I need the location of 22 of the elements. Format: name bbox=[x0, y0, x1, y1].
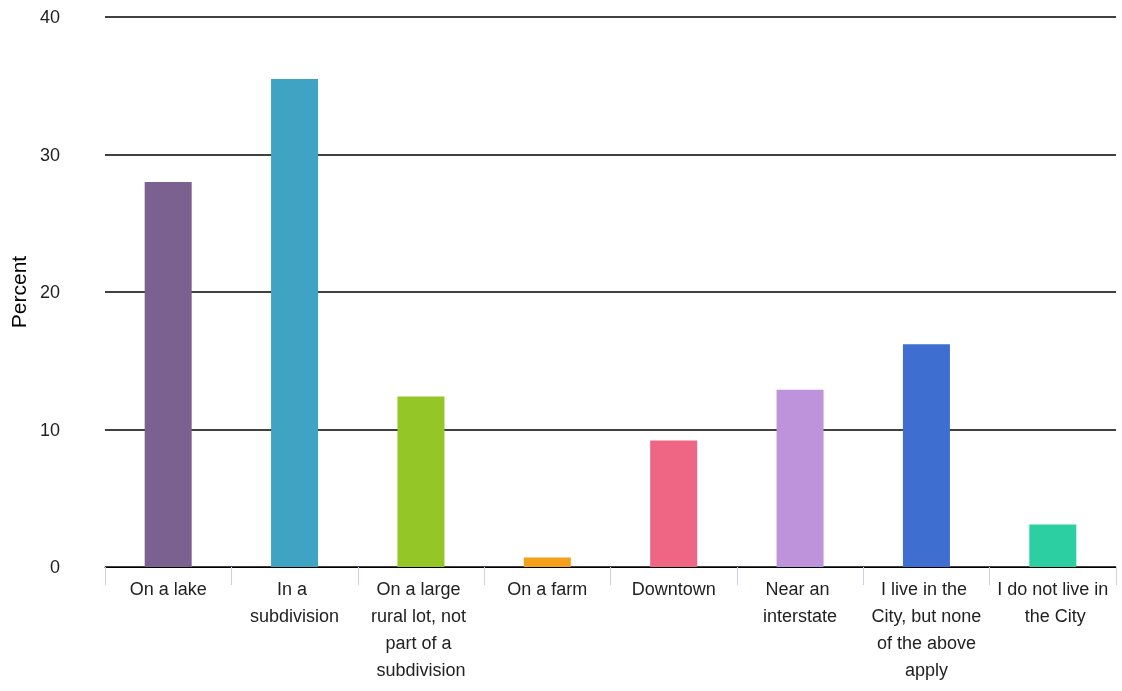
y-tick-label: 30 bbox=[39, 144, 60, 165]
x-tick-label: I live in the City, but none of the above apply bbox=[871, 578, 982, 680]
y-tick-label: 10 bbox=[39, 419, 60, 440]
x-tick-label: Near an interstate bbox=[763, 578, 838, 626]
y-tick-label: 40 bbox=[39, 7, 60, 27]
bar bbox=[650, 440, 698, 567]
bar bbox=[776, 389, 824, 567]
bar bbox=[144, 182, 192, 567]
x-tick-label: In a subdivision bbox=[250, 578, 340, 626]
y-tick-label: 0 bbox=[49, 557, 60, 577]
y-tick-label: 20 bbox=[39, 282, 60, 302]
x-tick-label: On a large rural lot, not part of a subdivision bbox=[370, 578, 471, 680]
bar bbox=[1029, 524, 1077, 567]
bar bbox=[397, 396, 445, 567]
x-tick-label: On a lake bbox=[129, 578, 207, 599]
x-tick-label: On a farm bbox=[507, 578, 588, 599]
x-tick-label: Downtown bbox=[631, 578, 716, 599]
bar bbox=[523, 557, 571, 567]
bar bbox=[271, 78, 319, 567]
x-tick-label: I do not live in the City bbox=[997, 578, 1109, 626]
y-axis-title: Percent bbox=[7, 255, 31, 329]
bar bbox=[902, 344, 950, 567]
